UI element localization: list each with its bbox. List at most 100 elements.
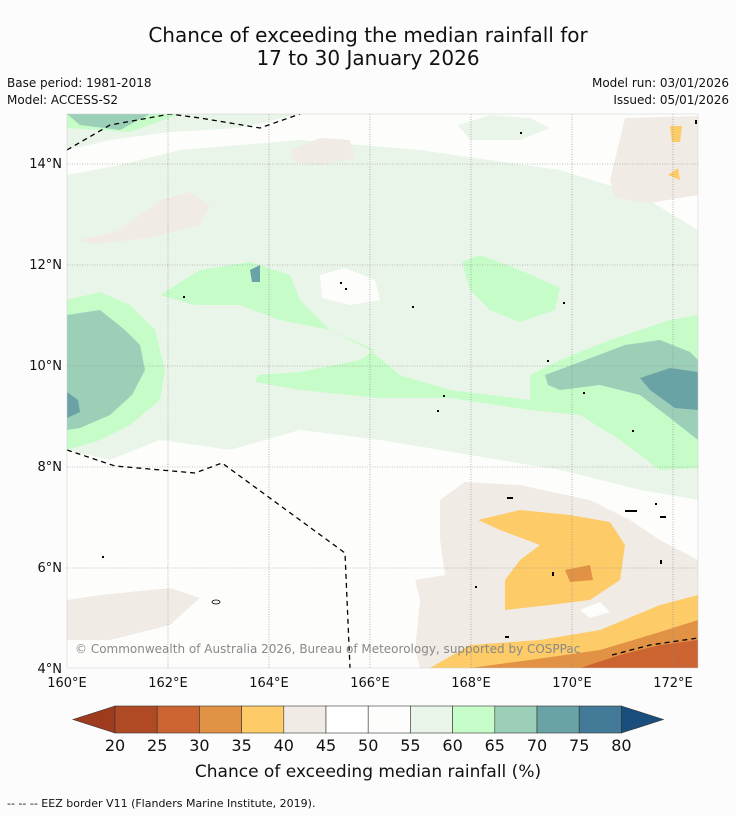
blob-b bbox=[410, 168, 450, 188]
colorbar-segment bbox=[325, 705, 369, 734]
right-teal bbox=[545, 340, 698, 440]
lat-tick: 8°N bbox=[38, 460, 63, 475]
blob-a bbox=[458, 115, 550, 140]
lon-tick: 164°E bbox=[249, 676, 289, 691]
island bbox=[695, 120, 697, 124]
lon-ticks: 160°E 162°E 164°E 166°E 168°E 170°E 172°… bbox=[47, 676, 693, 691]
bottom-30 bbox=[580, 640, 698, 668]
colorbar-tick-label: 60 bbox=[442, 736, 462, 755]
colorbar-segment bbox=[367, 705, 411, 734]
island bbox=[505, 636, 509, 638]
base-period: Base period: 1981-2018 bbox=[7, 76, 152, 90]
colorbar-arrow-right bbox=[621, 705, 665, 734]
footer-legend: -- -- -- EEZ border V11 (Flanders Marine… bbox=[7, 797, 316, 810]
tan-top-2 bbox=[80, 192, 210, 244]
islands bbox=[102, 120, 697, 638]
lat-tick: 10°N bbox=[29, 359, 62, 374]
lat-ticks: 14°N 12°N 10°N 8°N 6°N 4°N bbox=[29, 157, 62, 677]
lat-tick: 14°N bbox=[29, 157, 62, 172]
colorbar-tick-label: 55 bbox=[400, 736, 420, 755]
colorbar-tick-label: 70 bbox=[527, 736, 547, 755]
tan-left bbox=[67, 588, 200, 640]
colorbar-segment bbox=[241, 705, 285, 734]
colorbar-tick-label: 45 bbox=[316, 736, 336, 755]
tan-top-3 bbox=[610, 116, 698, 203]
colorbar-segment bbox=[410, 705, 453, 734]
top-teal bbox=[67, 114, 150, 130]
island bbox=[583, 392, 585, 394]
eez-border-south bbox=[611, 637, 698, 656]
lat-tick: 4°N bbox=[38, 662, 63, 677]
colorbar-tick-label: 80 bbox=[611, 736, 631, 755]
lon-tick: 160°E bbox=[47, 676, 87, 691]
island bbox=[437, 410, 439, 412]
colorbar-segment bbox=[114, 705, 158, 734]
island bbox=[345, 288, 347, 290]
island bbox=[102, 556, 104, 558]
model-run: Model run: 03/01/2026 bbox=[591, 76, 729, 90]
left-teal bbox=[67, 310, 145, 430]
colorbar-tick-label: 25 bbox=[147, 736, 167, 755]
colorbar-segment bbox=[536, 705, 580, 734]
colorbar-segment bbox=[199, 705, 242, 734]
map-frame bbox=[66, 113, 699, 669]
island bbox=[660, 516, 666, 518]
tan-top-1 bbox=[290, 138, 355, 165]
island bbox=[547, 360, 549, 362]
colorbar-segment bbox=[283, 705, 327, 734]
colorbar-tick-label: 40 bbox=[274, 736, 294, 755]
colorbar-tick-label: 30 bbox=[189, 736, 209, 755]
island bbox=[412, 306, 414, 308]
lon-tick: 162°E bbox=[148, 676, 188, 691]
left-dark bbox=[67, 392, 80, 418]
island bbox=[563, 302, 565, 304]
colorbar-tick-label: 20 bbox=[105, 736, 125, 755]
colorbar-segment bbox=[578, 705, 622, 734]
colorbar-tick-label: 35 bbox=[231, 736, 251, 755]
island bbox=[507, 497, 513, 499]
eez-borders bbox=[67, 114, 698, 668]
colorbar-title: Chance of exceeding median rainfall (%) bbox=[194, 762, 542, 782]
green-band-mid bbox=[160, 262, 698, 470]
lat-tick: 6°N bbox=[38, 561, 63, 576]
island bbox=[552, 572, 554, 576]
island bbox=[340, 282, 342, 284]
colorbar: 20 25 30 35 40 45 50 55 60 65 70 75 80 bbox=[72, 705, 665, 755]
island bbox=[632, 430, 634, 432]
upper-white bbox=[67, 114, 698, 230]
colorbar-segment bbox=[494, 705, 538, 734]
colorbar-arrow-left bbox=[72, 705, 116, 734]
island bbox=[443, 395, 445, 397]
island bbox=[211, 599, 221, 605]
map-field: © Commonwealth of Australia 2026, Bureau… bbox=[67, 114, 698, 668]
small-teal bbox=[250, 265, 260, 282]
white-spot bbox=[580, 602, 610, 618]
island bbox=[520, 132, 522, 134]
island bbox=[183, 296, 185, 298]
orange-top-1 bbox=[670, 126, 682, 142]
issued-date: Issued: 05/01/2026 bbox=[613, 93, 729, 107]
eez-border-west bbox=[67, 449, 351, 668]
colorbar-segment bbox=[156, 705, 200, 734]
colorbar-segment bbox=[452, 705, 496, 734]
island bbox=[655, 503, 657, 505]
lon-tick: 170°E bbox=[552, 676, 592, 691]
island bbox=[660, 560, 662, 564]
copyright: © Commonwealth of Australia 2026, Bureau… bbox=[75, 642, 580, 656]
white-hole bbox=[320, 268, 380, 305]
green-blob-1 bbox=[462, 255, 560, 322]
title-line-2: 17 to 30 January 2026 bbox=[256, 46, 480, 70]
colorbar-tick-label: 65 bbox=[485, 736, 505, 755]
colorbar-tick-label: 75 bbox=[569, 736, 589, 755]
lon-tick: 172°E bbox=[653, 676, 693, 691]
orange-40 bbox=[478, 510, 625, 610]
eez-border-north bbox=[67, 114, 301, 151]
orange-top-2 bbox=[668, 168, 680, 180]
lon-tick: 168°E bbox=[451, 676, 491, 691]
right-dark bbox=[640, 368, 698, 410]
lat-tick: 12°N bbox=[29, 258, 62, 273]
grid-lines bbox=[67, 114, 698, 668]
lon-tick: 166°E bbox=[350, 676, 390, 691]
title-line-1: Chance of exceeding the median rainfall … bbox=[148, 23, 588, 47]
